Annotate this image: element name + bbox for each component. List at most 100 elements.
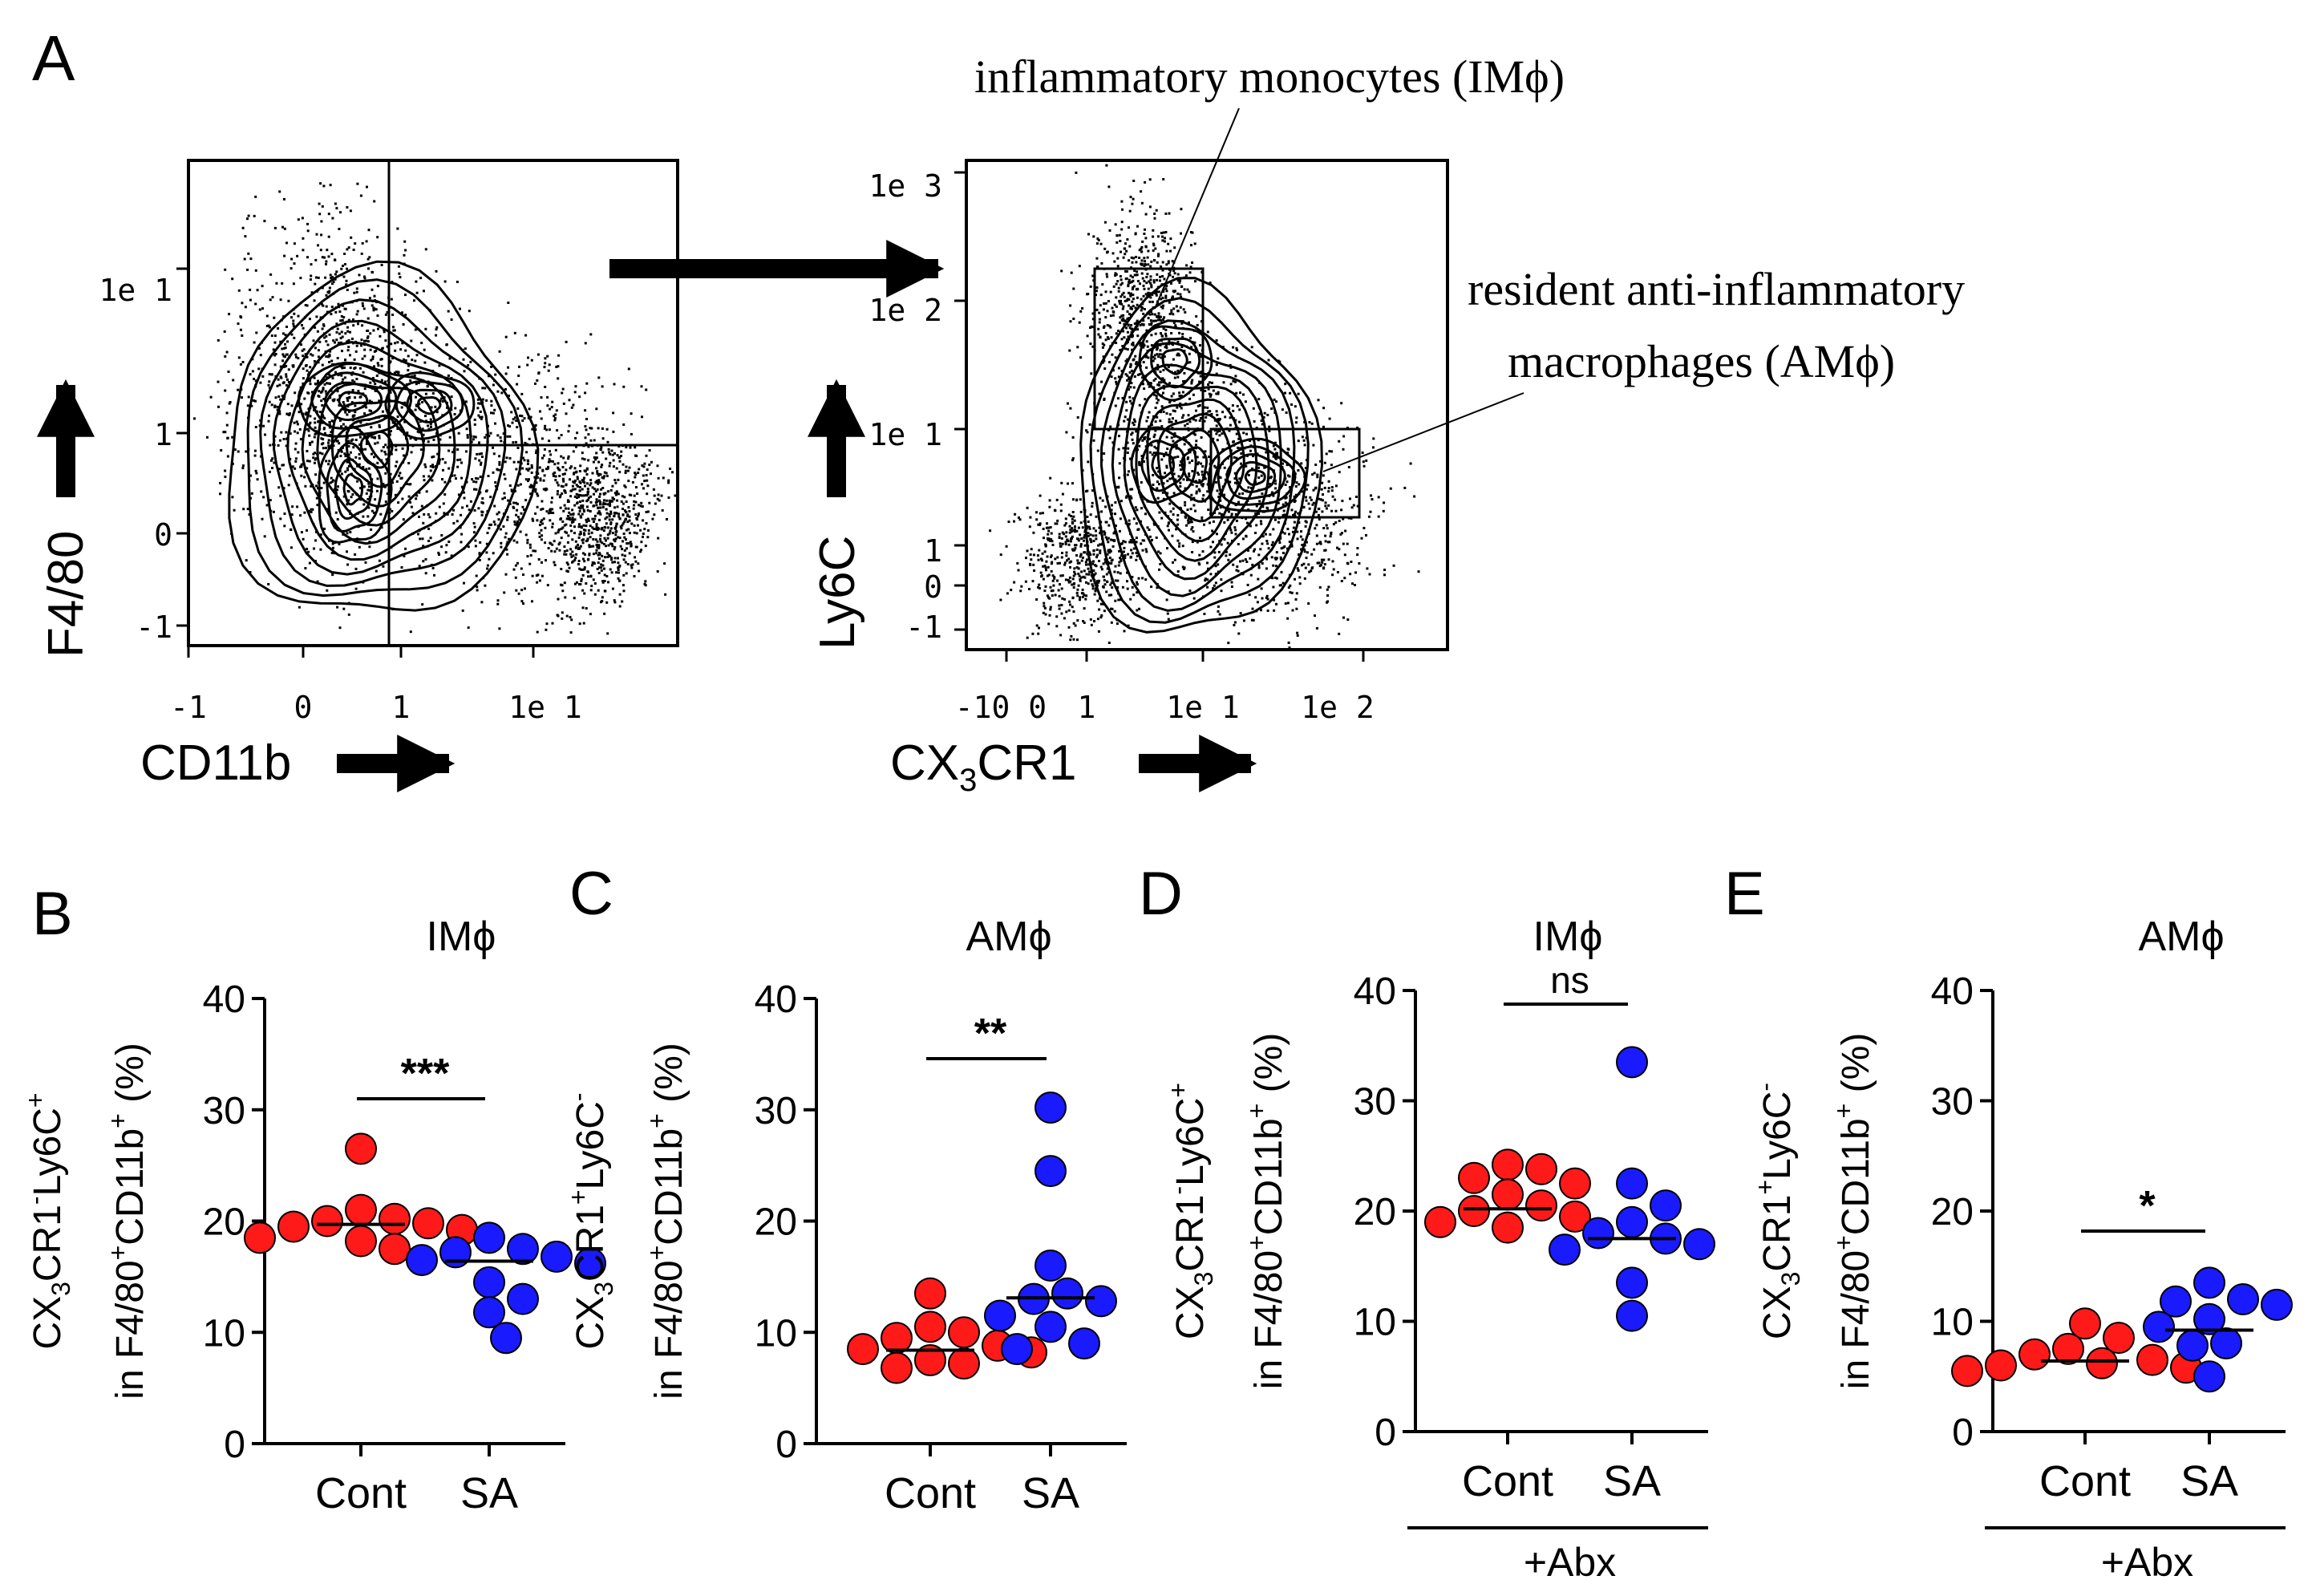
- event-dot: [372, 329, 375, 332]
- event-dot: [1342, 435, 1346, 438]
- event-dot: [1077, 567, 1080, 570]
- event-dot: [1225, 550, 1228, 553]
- event-dot: [347, 246, 350, 249]
- event-dot: [1239, 391, 1241, 395]
- event-dot: [1288, 475, 1291, 478]
- event-dot: [505, 548, 508, 551]
- event-dot: [1071, 535, 1074, 538]
- event-dot: [1163, 316, 1166, 319]
- event-dot: [559, 518, 562, 521]
- contour-line: [406, 388, 453, 424]
- event-dot: [1115, 282, 1118, 286]
- event-dot: [1302, 506, 1305, 509]
- event-dot: [564, 490, 567, 492]
- event-dot: [553, 471, 557, 474]
- event-dot: [580, 579, 583, 582]
- event-dot: [287, 380, 290, 383]
- event-dot: [499, 528, 502, 531]
- event-dot: [1167, 261, 1170, 265]
- event-dot: [620, 500, 623, 503]
- event-dot: [485, 551, 488, 554]
- event-dot: [206, 435, 209, 439]
- event-dot: [293, 312, 296, 315]
- event-dot: [1172, 275, 1175, 278]
- event-dot: [417, 533, 419, 536]
- event-dot: [276, 405, 279, 408]
- event-dot: [481, 456, 484, 458]
- event-dot: [1172, 409, 1175, 412]
- event-dot: [354, 396, 357, 399]
- event-dot: [553, 561, 556, 564]
- event-dot: [1099, 294, 1103, 297]
- event-dot: [313, 547, 315, 550]
- event-dot: [310, 274, 313, 277]
- event-dot: [407, 364, 411, 367]
- event-dot: [597, 544, 601, 547]
- event-dot: [1150, 310, 1152, 314]
- event-dot: [1178, 281, 1181, 284]
- event-dot: [1336, 571, 1339, 573]
- event-dot: [1055, 522, 1059, 525]
- event-dot: [281, 359, 285, 363]
- event-dot: [1046, 594, 1049, 597]
- event-dot: [326, 343, 330, 346]
- event-dot: [299, 438, 302, 441]
- event-dot: [1152, 279, 1156, 282]
- event-dot: [360, 344, 363, 347]
- event-dot: [1182, 380, 1185, 383]
- event-dot: [378, 436, 381, 440]
- event-dot: [400, 566, 403, 569]
- event-dot: [1301, 490, 1304, 493]
- event-dot: [1035, 624, 1039, 627]
- event-dot: [1120, 299, 1122, 302]
- event-dot: [1072, 610, 1075, 614]
- event-dot: [1109, 425, 1112, 428]
- event-dot: [1054, 509, 1057, 512]
- event-dot: [486, 567, 489, 570]
- event-dot: [1127, 624, 1130, 627]
- event-dot: [1189, 508, 1192, 511]
- event-dot: [1163, 455, 1165, 458]
- event-dot: [1343, 577, 1346, 580]
- event-dot: [1235, 456, 1238, 460]
- event-dot: [345, 453, 348, 456]
- event-dot: [421, 401, 424, 403]
- event-dot: [601, 487, 605, 489]
- event-dot: [401, 342, 404, 345]
- event-dot: [431, 392, 435, 395]
- event-dot: [1172, 513, 1175, 516]
- event-dot: [600, 465, 603, 468]
- event-dot: [605, 539, 607, 542]
- event-dot: [468, 508, 471, 512]
- event-dot: [1115, 383, 1118, 386]
- event-dot: [359, 194, 362, 197]
- event-dot: [1188, 475, 1191, 478]
- event-dot: [989, 529, 992, 533]
- event-dot: [1265, 540, 1269, 542]
- event-dot: [332, 339, 335, 342]
- event-dot: [321, 390, 324, 393]
- event-dot: [584, 391, 587, 395]
- event-dot: [1305, 557, 1308, 560]
- event-dot: [557, 484, 560, 487]
- event-dot: [260, 490, 263, 493]
- event-dot: [1155, 292, 1158, 295]
- event-dot: [419, 448, 423, 452]
- event-dot: [1032, 531, 1035, 534]
- event-dot: [380, 358, 383, 361]
- event-dot: [587, 445, 590, 448]
- event-dot: [467, 364, 470, 367]
- event-dot: [414, 359, 417, 363]
- event-dot: [1321, 510, 1324, 513]
- event-dot: [456, 448, 460, 451]
- event-dot: [1258, 412, 1261, 415]
- event-dot: [322, 184, 326, 188]
- event-dot: [1269, 483, 1271, 486]
- event-dot: [539, 410, 541, 413]
- event-dot: [1102, 308, 1105, 311]
- event-dot: [364, 448, 367, 451]
- event-dot: [358, 457, 361, 460]
- event-dot: [318, 452, 322, 455]
- event-dot: [631, 563, 634, 566]
- event-dot: [404, 314, 407, 317]
